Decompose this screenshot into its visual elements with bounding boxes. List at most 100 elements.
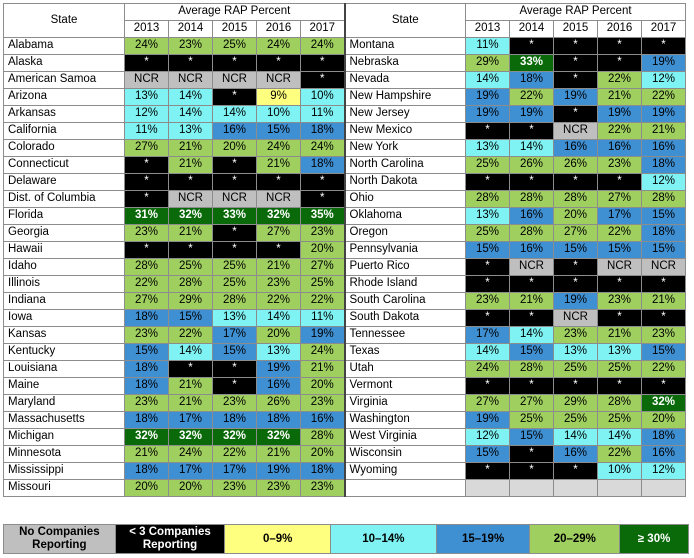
left-value-cell: 11% [124, 122, 169, 140]
left-value-cell: * [212, 241, 257, 259]
left-value-cell: * [124, 54, 169, 72]
right-state-cell: West Virginia [343, 428, 466, 446]
left-state-cell: Indiana [3, 292, 125, 310]
right-value-cell: * [553, 173, 598, 191]
left-value-cell: 12% [124, 105, 169, 123]
right-value-cell: * [597, 309, 642, 327]
right-value-cell: 28% [509, 360, 554, 378]
right-state-cell: New Jersey [343, 105, 466, 123]
left-value-cell: 21% [168, 224, 213, 242]
right-value-cell: 25% [509, 411, 554, 429]
right-value-cell: * [553, 258, 598, 276]
right-value-cell: 13% [465, 207, 510, 225]
left-value-cell: 11% [300, 309, 345, 327]
right-value-cell: 27% [597, 190, 642, 208]
left-value-cell: 25% [212, 258, 257, 276]
left-value-cell: * [300, 71, 345, 89]
left-value-cell: 24% [300, 37, 345, 55]
left-value-cell: 28% [212, 292, 257, 310]
right-value-cell: 15% [641, 241, 686, 259]
right-value-cell: * [509, 275, 554, 293]
left-state-cell: Massachusetts [3, 411, 125, 429]
left-value-cell: 9% [256, 88, 301, 106]
left-value-cell: * [168, 241, 213, 259]
right-value-cell: 13% [465, 139, 510, 157]
right-state-cell: Puerto Rico [343, 258, 466, 276]
left-value-cell: 32% [168, 207, 213, 225]
right-value-cell: * [465, 173, 510, 191]
left-state-cell: Louisiana [3, 360, 125, 378]
right-value-cell: 15% [509, 428, 554, 446]
table-row: Maryland 23% 21% 23% 26% 23% Virginia 27% 27% 29%… [3, 394, 686, 412]
left-value-cell: 20% [256, 326, 301, 344]
right-value-cell: 18% [509, 71, 554, 89]
right-value-cell: 23% [597, 156, 642, 174]
left-value-cell: 21% [256, 156, 301, 174]
left-value-cell: 23% [168, 37, 213, 55]
left-value-cell: 22% [168, 326, 213, 344]
right-value-cell: 28% [509, 190, 554, 208]
left-state-cell: Maine [3, 377, 125, 395]
table-row: Hawaii * * * * 20% Pennsylvania 15% 16% 15% 15% 15% [3, 241, 686, 259]
right-value-cell: 24% [465, 360, 510, 378]
left-value-cell: 18% [124, 462, 169, 480]
right-value-cell: * [553, 462, 598, 480]
right-value-cell: 14% [553, 428, 598, 446]
right-value-cell: 22% [597, 445, 642, 463]
left-value-cell: 20% [212, 139, 257, 157]
right-value-cell: 17% [465, 326, 510, 344]
left-value-cell: 32% [256, 207, 301, 225]
left-state-cell: Mississippi [3, 462, 125, 480]
left-state-cell: Georgia [3, 224, 125, 242]
left-value-cell: 24% [300, 139, 345, 157]
legend-item-b30: ≥ 30% [620, 525, 688, 553]
right-value-cell: * [553, 54, 598, 72]
right-value-cell: * [553, 37, 598, 55]
right-value-cell: * [641, 309, 686, 327]
left-value-cell: 23% [256, 479, 301, 497]
right-value-cell: 28% [509, 224, 554, 242]
left-value-cell: * [212, 88, 257, 106]
left-state-header: State [3, 3, 125, 38]
right-state-cell: Nevada [343, 71, 466, 89]
right-value-cell: 25% [465, 224, 510, 242]
left-value-cell: 20% [300, 241, 345, 259]
right-value-cell: 21% [641, 292, 686, 310]
right-value-cell: * [597, 173, 642, 191]
left-state-cell: Kansas [3, 326, 125, 344]
right-value-cell: 22% [641, 360, 686, 378]
right-value-cell: * [553, 71, 598, 89]
right-state-cell: Texas [343, 343, 466, 361]
right-value-cell: * [465, 275, 510, 293]
left-state-cell: American Samoa [3, 71, 125, 89]
right-value-cell: 23% [465, 292, 510, 310]
left-value-cell: * [300, 190, 345, 208]
right-value-cell: 28% [597, 394, 642, 412]
left-value-cell: 21% [168, 394, 213, 412]
right-value-cell: 25% [553, 411, 598, 429]
right-value-cell: 27% [553, 224, 598, 242]
right-value-cell: 20% [553, 207, 598, 225]
table-row: Georgia 23% 21% * 27% 23% Oregon 25% 28% 27% 22% 18… [3, 224, 686, 242]
left-value-cell: 28% [168, 275, 213, 293]
table-row: Arizona 13% 14% * 9% 10% New Hampshire 19% 22% 19… [3, 88, 686, 106]
left-value-cell: NCR [256, 190, 301, 208]
left-value-cell: 23% [300, 479, 345, 497]
left-value-cell: * [212, 156, 257, 174]
left-value-cell: * [212, 224, 257, 242]
right-value-cell: * [465, 309, 510, 327]
left-state-cell: Hawaii [3, 241, 125, 259]
left-state-cell: Arkansas [3, 105, 125, 123]
left-state-cell: Florida [3, 207, 125, 225]
right-state-cell: Rhode Island [343, 275, 466, 293]
left-group-header: Average RAP Percent [124, 3, 345, 21]
left-value-cell: 18% [212, 411, 257, 429]
right-value-cell: 19% [509, 105, 554, 123]
left-value-cell: 25% [212, 275, 257, 293]
right-state-cell: Nebraska [343, 54, 466, 72]
right-value-cell: 23% [641, 326, 686, 344]
right-value-cell: * [553, 377, 598, 395]
left-state-cell: Arizona [3, 88, 125, 106]
right-state-cell [343, 479, 466, 497]
left-value-cell: 17% [168, 411, 213, 429]
